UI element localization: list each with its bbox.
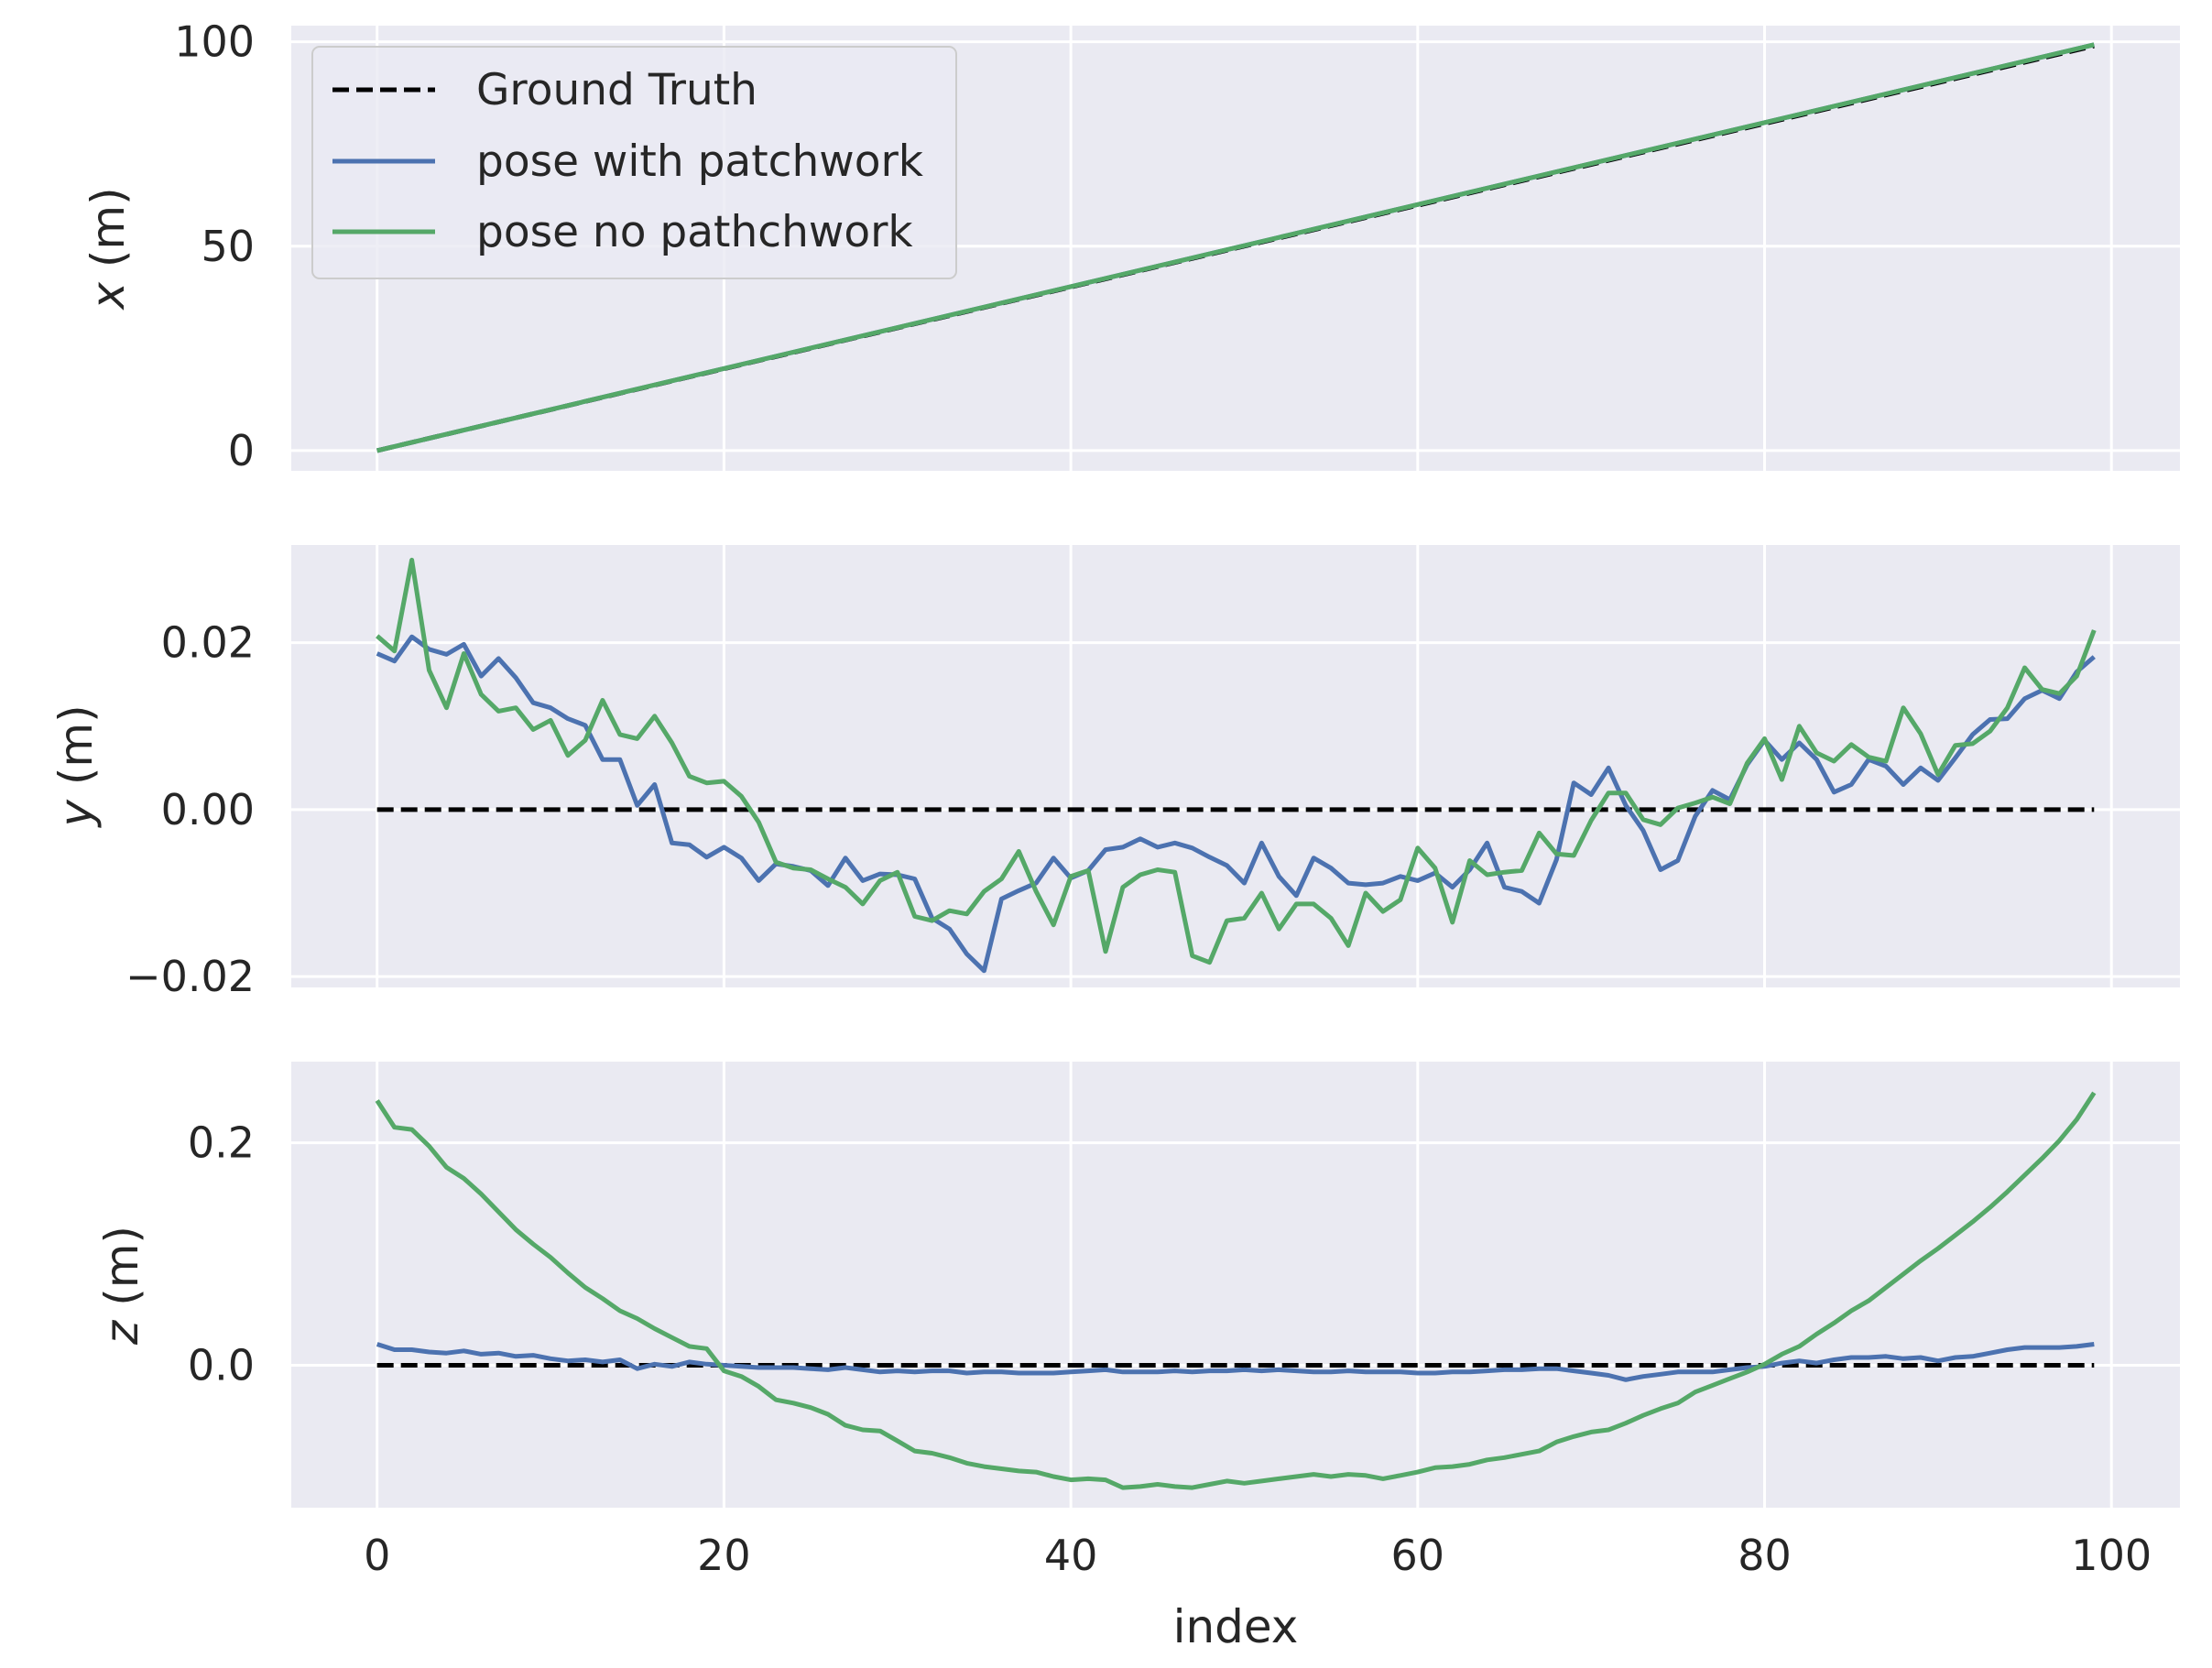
z-ylabel-unit: (m) xyxy=(95,1226,148,1321)
x-ylabel: x (m) xyxy=(82,187,135,311)
y-ylabel-unit: (m) xyxy=(49,704,103,800)
x-ytick-label: 0 xyxy=(228,426,255,475)
xtick-label: 0 xyxy=(364,1531,390,1580)
legend: Ground Truth pose with patchwork pose no… xyxy=(311,46,957,279)
y-subplot: −0.02 0.00 0.02 y (m) xyxy=(49,545,2180,1001)
legend-pose-no-patchwork-label: pose no pathchwork xyxy=(476,207,913,257)
z-xtick-labels: 0 20 40 60 80 100 xyxy=(364,1531,2152,1580)
xlabel: index xyxy=(1173,1600,1299,1653)
z-plot-area xyxy=(291,1062,2180,1508)
y-ylabel: y (m) xyxy=(49,704,103,828)
xtick-label: 40 xyxy=(1044,1531,1098,1580)
legend-box xyxy=(311,46,957,279)
legend-ground-truth-label: Ground Truth xyxy=(476,65,757,115)
xtick-label: 60 xyxy=(1391,1531,1445,1580)
z-series-pose-with-patchwork xyxy=(376,1342,2095,1382)
xtick-label: 20 xyxy=(697,1531,751,1580)
y-series xyxy=(376,557,2097,974)
y-series-pose-no-pathchwork xyxy=(376,557,2097,965)
z-ylabel: z (m) xyxy=(95,1226,148,1346)
xtick-label: 80 xyxy=(1738,1531,1792,1580)
y-ytick-label: 0.02 xyxy=(161,618,255,668)
x-ytick-label: 100 xyxy=(174,17,255,67)
x-ylabel-var: x xyxy=(82,282,135,311)
z-ytick-labels: 0.0 0.2 xyxy=(188,1118,255,1390)
z-ytick-label: 0.2 xyxy=(188,1118,255,1168)
z-subplot: 0.0 0.2 0 20 40 60 80 100 z (m) index xyxy=(95,1062,2180,1653)
x-series xyxy=(376,42,2095,453)
y-ytick-labels: −0.02 0.00 0.02 xyxy=(125,618,255,1002)
y-ytick-label: −0.02 xyxy=(125,952,255,1001)
z-series-pose-no-pathchwork xyxy=(375,1091,2097,1490)
y-ytick-label: 0.00 xyxy=(161,785,255,834)
z-series xyxy=(375,1091,2097,1490)
x-subplot: 0 50 100 x (m) Ground Truth pose with patc… xyxy=(82,17,2180,475)
legend-pose-with-patchwork-label: pose with patchwork xyxy=(476,136,924,187)
xtick-label: 100 xyxy=(2071,1531,2152,1580)
y-ylabel-var: y xyxy=(49,799,103,829)
x-ytick-label: 50 xyxy=(201,222,255,271)
x-ytick-labels: 0 50 100 xyxy=(174,17,255,475)
x-series-pose-no-pathchwork xyxy=(376,42,2095,453)
z-ytick-label: 0.0 xyxy=(188,1341,255,1390)
x-ylabel-unit: (m) xyxy=(82,187,135,282)
y-series-pose-with-patchwork xyxy=(376,634,2096,974)
z-ylabel-var: z xyxy=(95,1319,148,1346)
